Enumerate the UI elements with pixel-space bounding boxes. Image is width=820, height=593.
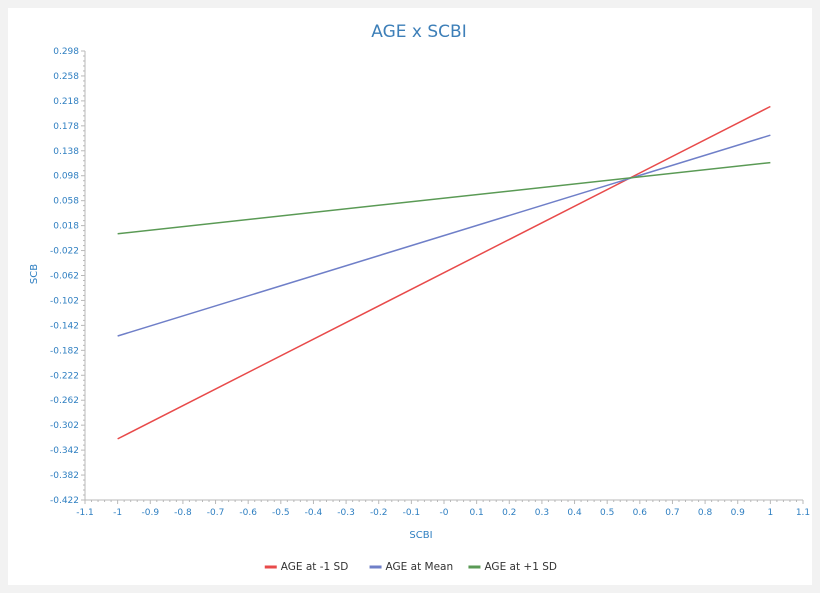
x-tick-label: -0.1 (403, 508, 421, 518)
x-tick-label: -0.6 (239, 508, 257, 518)
x-tick-label: 0.1 (469, 508, 483, 518)
x-ticks: -1.1 -1 -0.9 -0.8 -0.7 -0.6 -0.5 -0.4 -0.3 -0.2 -0… (76, 500, 810, 518)
y-tick-label: 0.058 (53, 197, 79, 207)
chart-title: AGE x SCBI (371, 22, 466, 42)
x-tick-label: 0.3 (535, 508, 549, 518)
y-tick-label: 0.178 (53, 122, 79, 132)
y-tick-label: -0.022 (50, 247, 79, 257)
series-line-1 (117, 105, 771, 440)
x-tick-label: 0.9 (731, 508, 746, 518)
y-tick-label: 0.258 (53, 72, 79, 82)
x-tick-label: 0.5 (600, 508, 614, 518)
y-ticks: 0.298 0.258 0.218 0.178 0.138 0.098 0.058 0.018… (50, 47, 85, 506)
y-tick-label: 0.098 (53, 172, 79, 182)
legend-label-2: AGE at Mean (386, 561, 454, 573)
chart-panel: AGE x SCBI SCBI SCB -1.1 -1 -0.9 -0.8 -0.7 -0… (8, 8, 812, 585)
x-tick-label: 0.6 (633, 508, 648, 518)
x-tick-label: 0.8 (698, 508, 713, 518)
y-tick-label: -0.182 (50, 346, 79, 356)
x-tick-label: -1 (113, 508, 122, 518)
axes (84, 51, 803, 501)
x-tick-label: -0.9 (141, 508, 159, 518)
x-tick-label: -0.5 (272, 508, 290, 518)
x-tick-label: 0.2 (502, 508, 516, 518)
legend-label-1: AGE at -1 SD (281, 561, 349, 573)
y-tick-label: 0.018 (53, 222, 79, 232)
y-tick-label: -0.382 (50, 471, 79, 481)
chart-svg: AGE x SCBI SCBI SCB -1.1 -1 -0.9 -0.8 -0.7 -0… (29, 22, 810, 573)
x-tick-label: -0.4 (305, 508, 323, 518)
y-tick-label: -0.222 (50, 371, 79, 381)
x-tick-label: 0.4 (567, 508, 582, 518)
x-tick-label: -0.3 (337, 508, 355, 518)
series-line-3 (117, 161, 771, 235)
y-tick-label: -0.062 (50, 272, 79, 282)
y-tick-label: -0.262 (50, 396, 79, 406)
y-tick-label: -0.422 (50, 496, 79, 506)
y-tick-label: -0.142 (50, 321, 79, 331)
y-tick-label: -0.102 (50, 296, 79, 306)
y-tick-label: -0.302 (50, 421, 79, 431)
x-tick-label: -0.2 (370, 508, 388, 518)
x-tick-label: 1.1 (796, 508, 810, 518)
y-tick-label: 0.138 (53, 147, 79, 157)
x-tick-label: 0.7 (665, 508, 679, 518)
y-axis-label: SCB (29, 264, 40, 284)
x-tick-label: -0 (440, 508, 449, 518)
x-tick-label: -1.1 (76, 508, 94, 518)
y-tick-label: -0.342 (50, 446, 79, 456)
legend: AGE at -1 SD AGE at Mean AGE at +1 SD (264, 561, 557, 573)
legend-label-3: AGE at +1 SD (484, 561, 557, 573)
y-tick-label: 0.298 (53, 47, 79, 57)
x-axis-label: SCBI (409, 530, 432, 541)
series-line-2 (117, 134, 771, 337)
series-lines (117, 105, 771, 440)
x-tick-label: 1 (767, 508, 773, 518)
y-tick-label: 0.218 (53, 97, 79, 107)
x-tick-label: -0.8 (174, 508, 192, 518)
x-tick-label: -0.7 (207, 508, 225, 518)
